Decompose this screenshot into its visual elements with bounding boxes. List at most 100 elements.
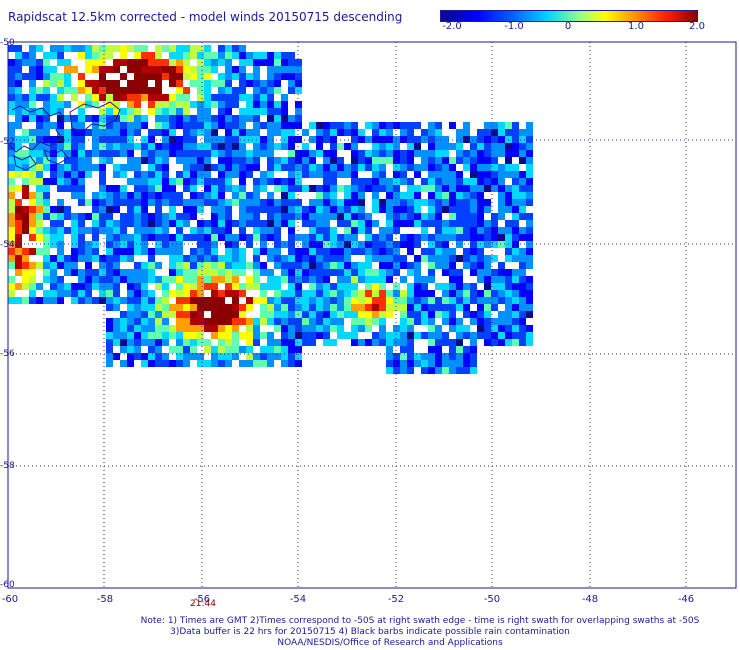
wind-cell — [141, 248, 148, 255]
wind-cell — [29, 80, 36, 87]
wind-cell — [330, 206, 337, 213]
wind-cell — [29, 192, 36, 199]
wind-cell — [176, 73, 183, 80]
wind-cell — [267, 150, 274, 157]
wind-cell — [15, 157, 22, 164]
wind-cell — [470, 213, 477, 220]
wind-cell — [50, 94, 57, 101]
wind-cell — [239, 108, 246, 115]
wind-cell — [43, 185, 50, 192]
wind-cell — [414, 255, 421, 262]
wind-cell — [141, 360, 148, 367]
wind-cell — [148, 304, 155, 311]
wind-cell — [295, 346, 302, 353]
wind-cell — [379, 234, 386, 241]
wind-cell — [176, 234, 183, 241]
wind-cell — [169, 213, 176, 220]
wind-cell — [316, 241, 323, 248]
wind-cell — [120, 136, 127, 143]
wind-cell — [372, 290, 379, 297]
wind-cell — [155, 52, 162, 59]
wind-cell — [358, 136, 365, 143]
wind-cell — [309, 304, 316, 311]
wind-cell — [29, 73, 36, 80]
wind-cell — [225, 101, 232, 108]
wind-cell — [351, 234, 358, 241]
wind-cell — [428, 248, 435, 255]
wind-cell — [197, 66, 204, 73]
wind-cell — [526, 171, 533, 178]
wind-cell — [386, 192, 393, 199]
wind-cell — [456, 129, 463, 136]
wind-cell — [43, 241, 50, 248]
wind-cell — [134, 220, 141, 227]
wind-cell — [120, 241, 127, 248]
wind-cell — [232, 185, 239, 192]
wind-cell — [232, 150, 239, 157]
wind-cell — [421, 157, 428, 164]
wind-cell — [148, 353, 155, 360]
wind-cell — [15, 52, 22, 59]
wind-cell — [162, 297, 169, 304]
wind-cell — [477, 227, 484, 234]
wind-cell — [246, 206, 253, 213]
wind-cell — [36, 73, 43, 80]
wind-cell — [267, 283, 274, 290]
wind-cell — [148, 192, 155, 199]
wind-cell — [309, 150, 316, 157]
wind-cell — [211, 255, 218, 262]
wind-cell — [134, 241, 141, 248]
wind-cell — [99, 52, 106, 59]
wind-cell — [78, 150, 85, 157]
wind-cell — [204, 192, 211, 199]
wind-cell — [29, 178, 36, 185]
wind-cell — [344, 269, 351, 276]
wind-cell — [295, 185, 302, 192]
wind-cell — [197, 339, 204, 346]
note-line: Note: 1) Times are GMT 2)Times correspon… — [140, 616, 700, 626]
wind-cell — [365, 220, 372, 227]
wind-cell — [393, 206, 400, 213]
wind-cell — [71, 150, 78, 157]
wind-cell — [358, 157, 365, 164]
wind-cell — [470, 283, 477, 290]
wind-cell — [106, 276, 113, 283]
wind-cell — [274, 262, 281, 269]
wind-cell — [428, 199, 435, 206]
wind-cell — [78, 87, 85, 94]
wind-cell — [323, 178, 330, 185]
wind-cell — [92, 164, 99, 171]
wind-cell — [512, 220, 519, 227]
wind-cell — [267, 199, 274, 206]
wind-cell — [323, 199, 330, 206]
wind-cell — [204, 283, 211, 290]
wind-cell — [190, 122, 197, 129]
wind-cell — [470, 311, 477, 318]
wind-cell — [484, 143, 491, 150]
wind-cell — [351, 164, 358, 171]
wind-cell — [302, 325, 309, 332]
wind-cell — [218, 360, 225, 367]
wind-cell — [169, 311, 176, 318]
wind-cell — [519, 311, 526, 318]
wind-cell — [407, 220, 414, 227]
wind-cell — [428, 234, 435, 241]
wind-cell — [183, 101, 190, 108]
wind-cell — [239, 164, 246, 171]
wind-cell — [211, 94, 218, 101]
wind-cell — [106, 290, 113, 297]
wind-cell — [498, 276, 505, 283]
wind-cell — [267, 108, 274, 115]
wind-cell — [218, 346, 225, 353]
wind-cell — [358, 213, 365, 220]
wind-cell — [400, 346, 407, 353]
wind-cell — [141, 115, 148, 122]
wind-cell — [337, 283, 344, 290]
wind-cell — [99, 297, 106, 304]
wind-cell — [141, 45, 148, 52]
wind-cell — [148, 59, 155, 66]
wind-cell — [155, 297, 162, 304]
wind-cell — [428, 304, 435, 311]
wind-cell — [141, 199, 148, 206]
wind-cell — [260, 346, 267, 353]
